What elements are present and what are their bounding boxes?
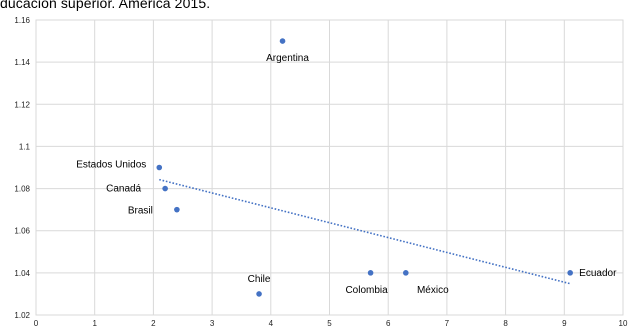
grid-layer [35,19,624,316]
data-point [367,270,374,276]
data-point [279,38,286,44]
data-label: Canadá [106,184,141,195]
trendline [159,178,571,285]
x-tick-label: 8 [503,319,508,328]
y-tick-label: 1.1 [19,142,31,151]
y-tick-label: 1.02 [14,311,30,320]
x-tick-label: 6 [386,319,391,328]
data-label: México [417,285,449,296]
x-tick-label: 9 [562,319,567,328]
data-label: Brasil [128,206,153,217]
data-point [256,291,262,297]
data-point [162,185,168,192]
x-tick-label: 4 [269,319,274,328]
data-point [156,164,163,171]
y-tick-label: 1.06 [14,227,30,236]
x-tick-label: 5 [327,319,332,328]
data-label: Argentina [266,53,309,64]
y-tick-label: 1.08 [14,185,30,194]
y-tick-label: 1.16 [14,16,30,25]
trendline-layer [159,178,571,285]
x-tick-label: 10 [619,319,628,328]
data-label: Estados Unidos [76,160,146,171]
data-label: Chile [248,274,271,285]
y-tick-label: 1.04 [14,269,30,278]
data-point [567,270,573,276]
y-tick-label: 1.14 [14,58,30,67]
x-tick-label: 2 [151,319,156,328]
x-tick-label: 1 [92,319,97,328]
data-label: Ecuador [579,268,617,279]
points-layer [156,38,573,297]
data-label: Colombia [345,285,388,296]
labels-layer: Argentina Estados Unidos Canadá Brasil Chile… [76,53,617,296]
data-point [174,206,180,213]
axis-layer: 0 1 2 3 4 5 6 7 8 9 10 1.02 1.04 1.06 1.08 1.1 1.12 1.14 1… [14,16,628,328]
x-tick-label: 7 [445,319,450,328]
x-tick-label: 3 [210,319,215,328]
y-tick-label: 1.12 [14,100,30,109]
x-tick-label: 0 [34,319,39,328]
chart-title: ducación superior. América 2015. [0,0,211,11]
data-point [403,270,409,276]
